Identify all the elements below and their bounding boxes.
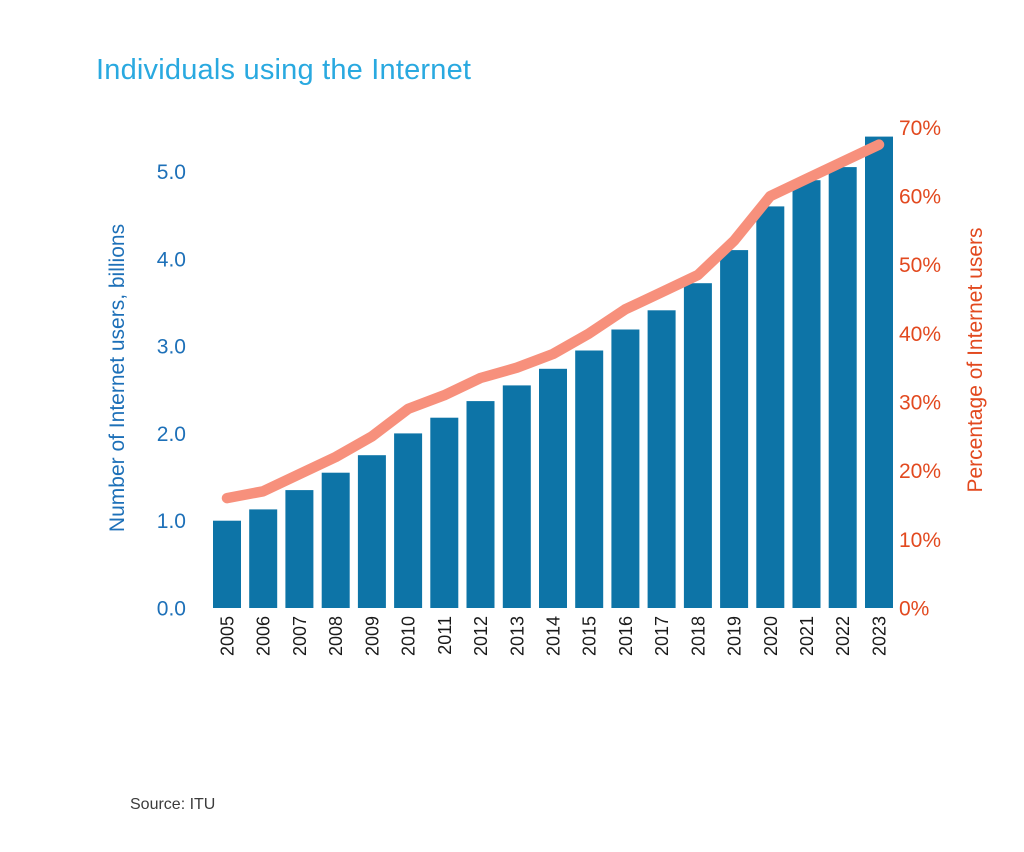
x-axis-year-label: 2015 xyxy=(580,616,600,656)
x-axis-year-label: 2016 xyxy=(616,616,636,656)
x-axis-year-label: 2022 xyxy=(833,616,853,656)
source-note: Source: ITU xyxy=(130,796,216,813)
bar-2005 xyxy=(213,520,241,608)
x-axis-year-label: 2008 xyxy=(326,616,346,656)
right-axis-tick-label: 40% xyxy=(899,323,941,346)
right-axis-title: Percentage of Internet users xyxy=(964,228,987,493)
bar-2018 xyxy=(683,283,712,608)
left-axis-tick-label: 1.0 xyxy=(157,510,186,533)
bar-2021 xyxy=(792,180,821,608)
x-axis-year-label: 2011 xyxy=(435,616,455,655)
x-axis-year-label: 2018 xyxy=(688,616,708,656)
bar-2017 xyxy=(647,310,676,608)
right-axis-tick-label: 70% xyxy=(899,117,941,140)
bar-2020 xyxy=(756,206,785,608)
x-axis-year-label: 2013 xyxy=(507,616,527,656)
x-axis-year-label: 2021 xyxy=(797,616,817,656)
right-axis-tick-label: 10% xyxy=(899,529,941,552)
x-axis-year-label: 2019 xyxy=(725,616,745,656)
left-axis-tick-label: 3.0 xyxy=(157,336,186,359)
x-axis-year-label: 2014 xyxy=(544,616,564,656)
x-axis-year-label: 2006 xyxy=(254,616,274,656)
bar-2016 xyxy=(611,329,640,608)
right-axis-tick-label: 60% xyxy=(899,186,941,209)
x-axis-year-label: 2005 xyxy=(218,616,238,656)
x-axis-year-label: 2007 xyxy=(290,616,310,656)
right-axis-tick-label: 50% xyxy=(899,254,941,277)
percentage-line xyxy=(221,139,885,504)
left-axis-tick-label: 2.0 xyxy=(157,423,186,446)
right-axis-tick-label: 0% xyxy=(899,598,929,621)
bar-2008 xyxy=(321,472,350,608)
left-axis-title: Number of Internet users, billions xyxy=(106,224,129,532)
bar-2006 xyxy=(249,509,278,608)
bar-2011 xyxy=(430,417,459,608)
bar-2012 xyxy=(466,401,495,608)
bar-2023 xyxy=(865,136,893,608)
left-axis-tick-label: 5.0 xyxy=(157,161,186,184)
chart-title: Individuals using the Internet xyxy=(96,54,472,86)
bar-2015 xyxy=(575,350,604,608)
bar-2007 xyxy=(285,490,314,608)
x-axis-year-label: 2009 xyxy=(362,616,382,656)
x-axis-year-label: 2010 xyxy=(399,616,419,656)
right-axis-tick-label: 30% xyxy=(899,392,941,415)
x-axis-year-label: 2023 xyxy=(870,616,890,656)
bar-2013 xyxy=(502,385,531,608)
bar-2009 xyxy=(357,455,386,608)
x-axis-year-label: 2017 xyxy=(652,616,672,656)
bar-2022 xyxy=(828,167,857,608)
bar-2019 xyxy=(720,250,749,608)
bar-2014 xyxy=(539,368,567,608)
x-axis-year-label: 2012 xyxy=(471,616,491,656)
x-axis-year-label: 2020 xyxy=(761,616,781,656)
left-axis-tick-label: 0.0 xyxy=(157,598,186,621)
bar-2010 xyxy=(394,433,423,608)
right-axis-tick-label: 20% xyxy=(899,460,941,483)
left-axis-tick-label: 4.0 xyxy=(157,248,186,271)
